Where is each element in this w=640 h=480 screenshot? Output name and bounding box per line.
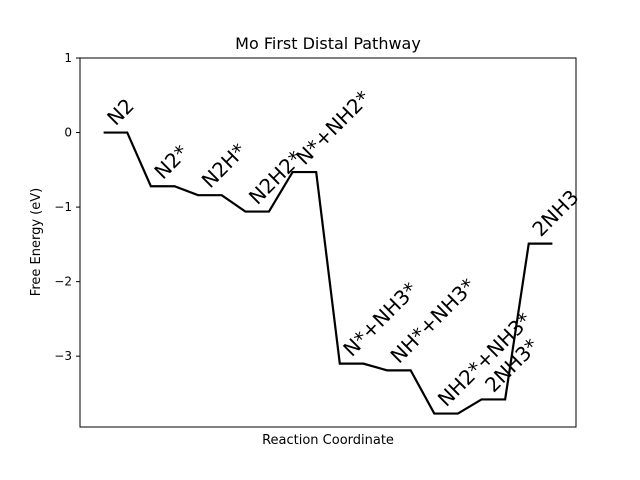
step-label: N*+NH2* <box>291 86 375 170</box>
y-tick-label: 0 <box>64 126 72 140</box>
x-axis-label: Reaction Coordinate <box>262 433 394 448</box>
step-label: N2 <box>102 94 139 131</box>
step-label: N2H* <box>197 138 251 192</box>
y-tick-label: −1 <box>54 200 72 214</box>
y-axis-label: Free Energy (eV) <box>29 188 44 296</box>
y-tick-label: −2 <box>54 275 72 289</box>
axes-frame <box>79 57 577 428</box>
step-label: 2NH3 <box>527 185 583 241</box>
y-tick-label: −3 <box>54 349 72 363</box>
step-label: N2* <box>149 140 193 184</box>
free-energy-line <box>103 131 553 415</box>
y-tick-label: 1 <box>64 51 72 65</box>
y-axis: 1 0 −1 −2 −3 <box>54 51 80 363</box>
chart-title: Mo First Distal Pathway <box>235 34 421 53</box>
